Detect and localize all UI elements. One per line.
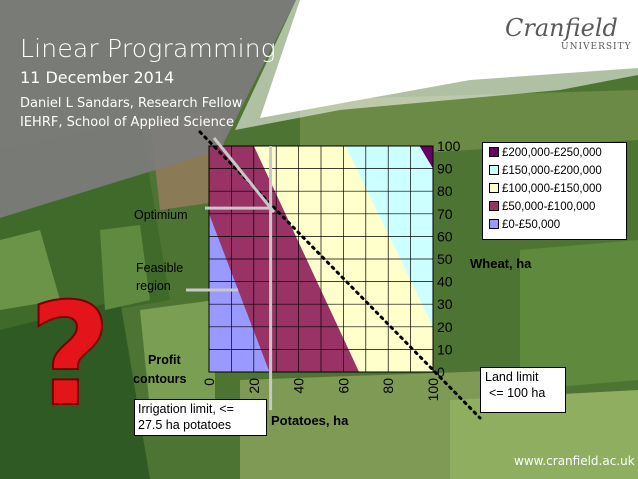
slide-date: 11 December 2014 <box>20 68 175 87</box>
legend-swatch <box>489 201 499 211</box>
irrigation-limit-note: Irrigation limit, <= 27.5 ha potatoes <box>134 399 267 436</box>
question-mark-glyph: ? <box>32 292 108 410</box>
x-tick-label: 100 <box>425 378 441 402</box>
legend-swatch <box>489 165 499 175</box>
y-axis-ticks: 0 10 20 30 40 50 60 70 80 90 100 <box>437 138 461 380</box>
y-axis-label: Wheat, ha <box>470 256 532 271</box>
legend-swatch <box>489 183 499 193</box>
irrigation-limit-text-1: Irrigation limit, <= <box>138 402 234 416</box>
x-tick-label: 80 <box>380 378 396 394</box>
optimum-label: Optimium <box>134 208 188 222</box>
profit-contours-label-1: Profit <box>148 353 181 367</box>
y-tick-label: 100 <box>437 138 461 154</box>
plot-frame <box>208 145 434 373</box>
chart-legend: £200,000-£250,000 £150,000-£200,000 £100,0… <box>482 142 627 240</box>
legend-label: £50,000-£100,000 <box>502 201 596 213</box>
logo-wordmark: Cranfield <box>505 14 618 42</box>
legend-item: £50,000-£100,000 <box>489 201 595 213</box>
x-tick-label: 40 <box>291 378 307 394</box>
irrigation-limit-text-2: 27.5 ha potatoes <box>138 418 232 432</box>
y-tick-label: 70 <box>437 206 453 222</box>
legend-label: £200,000-£250,000 <box>502 147 602 159</box>
chart-grid <box>209 146 433 372</box>
y-tick-label: 0 <box>437 364 445 380</box>
feasible-region-label-1: Feasible <box>136 261 184 275</box>
legend-item: £150,000-£200,000 <box>489 165 602 177</box>
y-tick-label: 50 <box>437 251 453 267</box>
x-axis-ticks: 0 20 40 60 80 100 <box>201 378 441 402</box>
cranfield-logo: Cranfield UNIVERSITY <box>505 14 631 52</box>
legend-swatch <box>489 219 499 229</box>
question-mark-icon: ? <box>32 292 108 410</box>
legend-label: £0-£50,000 <box>502 219 561 231</box>
land-limit-text-2: <= 100 ha <box>489 386 546 400</box>
footer-url: www.cranfield.ac.uk <box>514 454 635 468</box>
profit-contours-label-2: contours <box>133 372 187 386</box>
y-tick-label: 90 <box>437 161 453 177</box>
legend-item: £200,000-£250,000 <box>489 147 602 159</box>
author-line: Daniel L Sandars, Research Fellow <box>20 96 243 111</box>
logo-subtitle: UNIVERSITY <box>561 42 632 52</box>
legend-item: £0-£50,000 <box>489 219 560 231</box>
y-tick-label: 30 <box>437 296 453 312</box>
y-tick-label: 60 <box>437 228 453 244</box>
y-tick-label: 20 <box>437 319 453 335</box>
legend-label: £150,000-£200,000 <box>502 165 602 177</box>
slide-title: Linear Programming <box>20 34 277 63</box>
profit-contours-arrow <box>212 137 276 213</box>
land-limit-note: Land limit <= 100 ha <box>480 367 566 413</box>
band-0 <box>209 213 270 372</box>
x-tick-label: 0 <box>201 378 217 386</box>
y-tick-label: 80 <box>437 183 453 199</box>
x-tick-label: 60 <box>335 378 351 394</box>
y-tick-label: 40 <box>437 274 453 290</box>
x-axis-label: Potatoes, ha <box>271 413 349 428</box>
land-limit-text-1: Land limit <box>485 370 539 384</box>
legend-item: £100,000-£150,000 <box>489 183 602 195</box>
feasible-region-label-2: region <box>136 279 171 293</box>
x-tick-label: 20 <box>246 378 262 394</box>
legend-label: £100,000-£150,000 <box>502 183 602 195</box>
department-line: IEHRF, School of Applied Science <box>20 115 234 130</box>
y-tick-label: 10 <box>437 341 453 357</box>
legend-swatch <box>489 147 499 157</box>
